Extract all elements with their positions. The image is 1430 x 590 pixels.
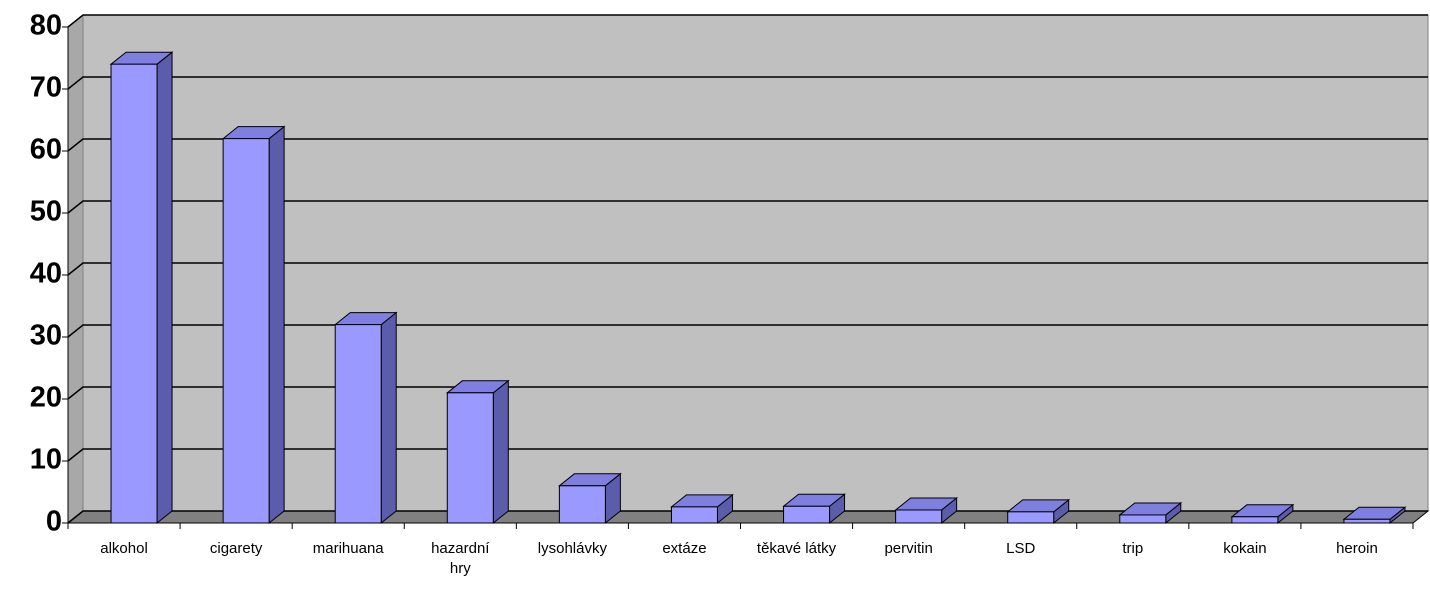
bar xyxy=(1119,514,1167,524)
y-tick-label: 0 xyxy=(46,506,62,538)
bar xyxy=(446,392,494,524)
y-tick-label: 10 xyxy=(30,444,62,476)
grid-line xyxy=(67,262,1428,276)
y-tick-label: 50 xyxy=(30,196,62,228)
bar xyxy=(1007,511,1055,524)
bar-side xyxy=(380,311,397,525)
y-tick-label: 60 xyxy=(30,134,62,166)
grid-line xyxy=(67,200,1428,214)
x-tick-label: LSD xyxy=(1006,540,1036,557)
x-tick-label: těkavé látky xyxy=(756,540,837,557)
y-tick-label: 30 xyxy=(30,320,62,352)
x-tick-label: heroin xyxy=(1336,540,1378,557)
bar xyxy=(1231,516,1279,524)
bar xyxy=(334,324,382,524)
bar-side xyxy=(492,379,509,525)
grid-line xyxy=(67,386,1428,400)
bar xyxy=(222,138,270,524)
y-tick-label: 70 xyxy=(30,72,62,104)
x-tick-label: kokain xyxy=(1223,540,1267,557)
x-tick-label: lysohlávky xyxy=(537,540,607,557)
grid-line xyxy=(67,76,1428,90)
x-tick-label: pervitin xyxy=(884,540,933,557)
grid-line xyxy=(67,510,1428,524)
grid-line xyxy=(67,138,1428,152)
bar xyxy=(1343,518,1391,524)
grid-line xyxy=(67,324,1428,338)
x-tick-label: trip xyxy=(1122,540,1144,557)
bar xyxy=(670,506,718,524)
grid-line xyxy=(67,14,1428,28)
y-tick-label: 40 xyxy=(30,258,62,290)
y-tick-label: 80 xyxy=(30,10,62,42)
bar xyxy=(895,509,943,524)
bar xyxy=(783,505,831,524)
bar-side xyxy=(268,125,285,525)
grid-line xyxy=(67,448,1428,462)
x-tick-label: alkohol xyxy=(100,540,148,557)
y-tick-label: 20 xyxy=(30,382,62,414)
x-tick-label: cigarety xyxy=(209,540,263,557)
x-tick-label: extáze xyxy=(662,540,707,557)
bar xyxy=(558,485,606,524)
x-tick-label: marihuana xyxy=(312,540,384,557)
bar xyxy=(110,63,158,524)
x-tick-label: hazardní hry xyxy=(431,540,490,577)
bar-side xyxy=(156,51,173,525)
